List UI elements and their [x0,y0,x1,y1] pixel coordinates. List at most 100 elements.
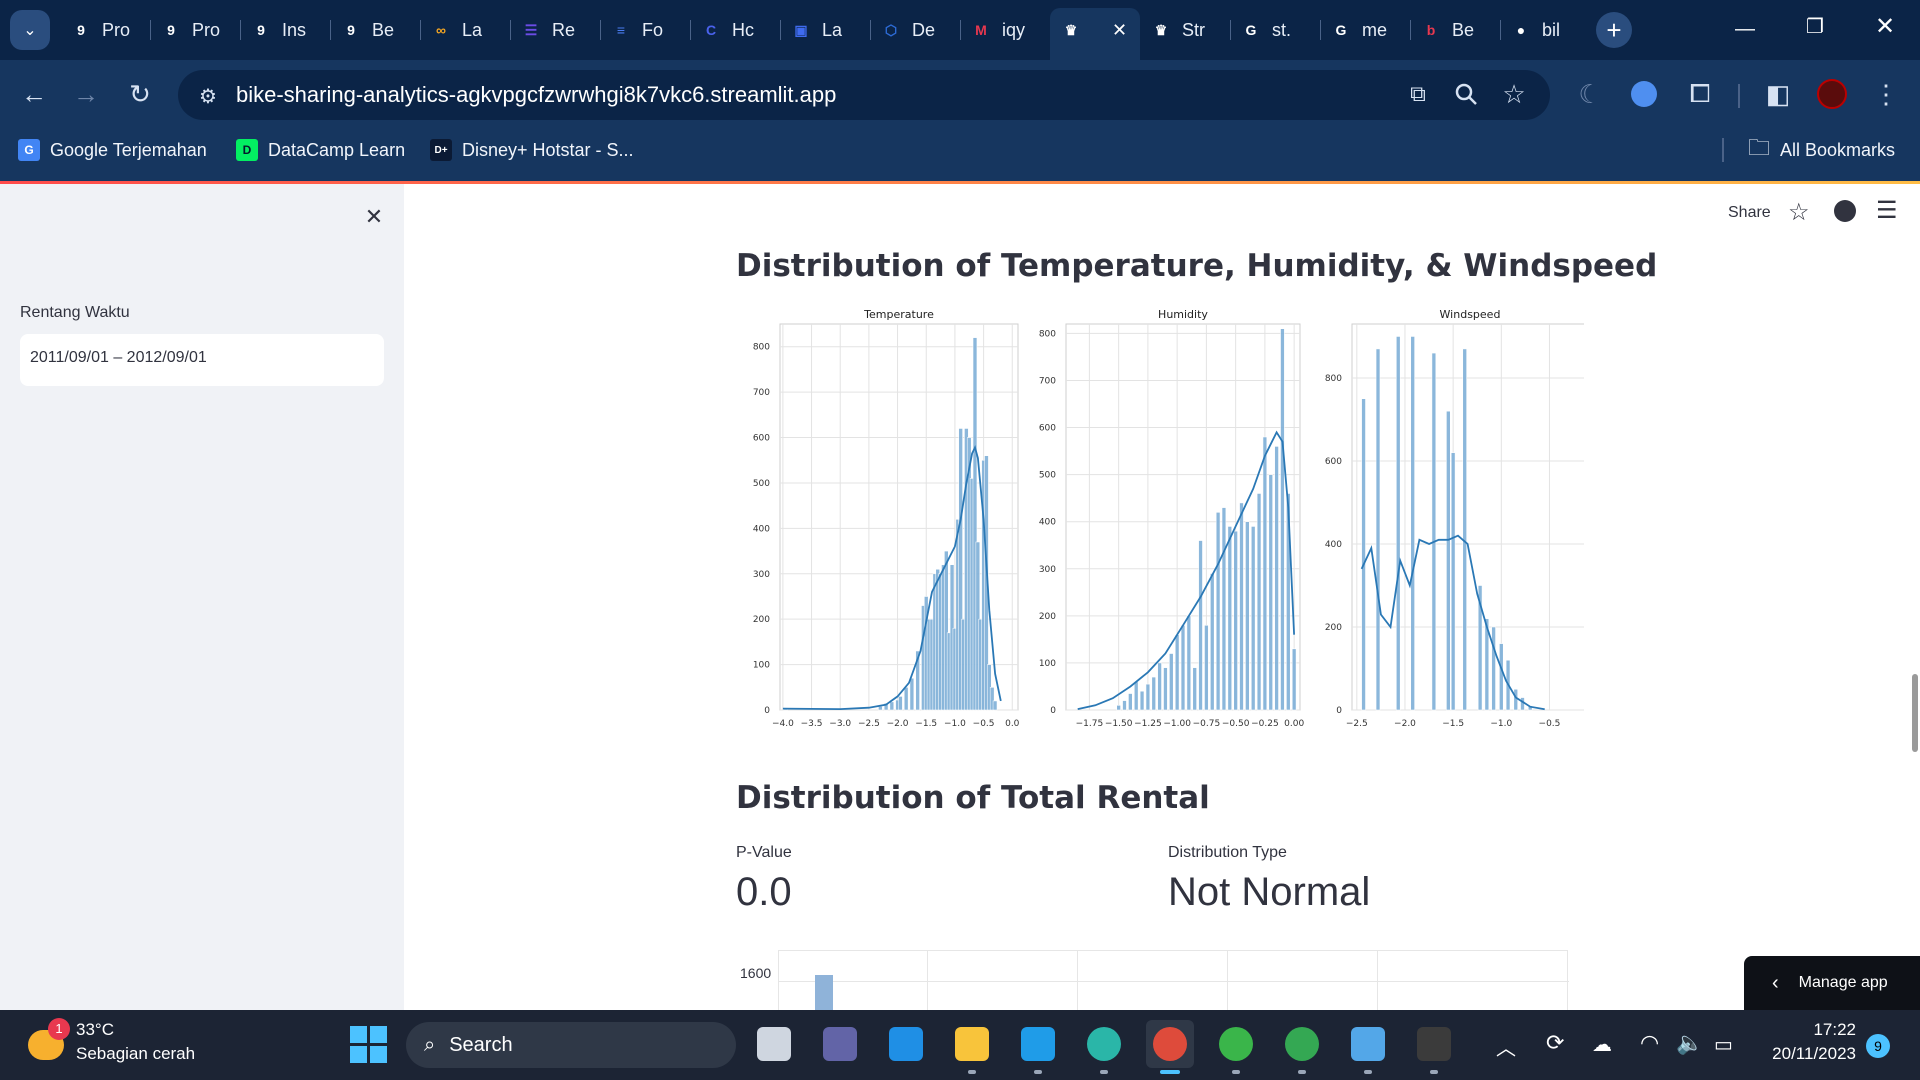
show-hidden-icons-button[interactable]: ︿ [1496,1032,1516,1061]
close-sidebar-button[interactable]: ✕ [360,204,388,232]
sync-icon[interactable]: ⟳ [1546,1030,1565,1055]
terminal-app-button[interactable] [1410,1020,1458,1068]
new-tab-button[interactable]: + [1596,12,1632,48]
side-panel-button[interactable]: ◧ [1760,76,1796,112]
back-button[interactable]: ← [16,76,52,112]
restore-button[interactable]: ❐ [1800,14,1830,44]
site-info-button[interactable]: ⚙ [190,78,226,114]
browser-tab[interactable]: ● bil [1510,10,1560,50]
wifi-icon[interactable]: ◠ [1640,1030,1660,1055]
start-button[interactable] [350,1026,388,1064]
extension-fox-button[interactable] [1626,76,1662,112]
browser-tab[interactable]: ▣ La [790,10,842,50]
y-tick-label: 400 [753,524,770,534]
bookmark-hotstar[interactable]: D+ Disney+ Hotstar - S... [430,136,634,164]
running-indicator [1364,1070,1372,1074]
vscode-app-button[interactable] [1014,1020,1062,1068]
toolbar-divider [1738,84,1740,108]
c-logo-icon: ☾ [1578,78,1602,109]
browser-menu-button[interactable]: ⋮ [1868,76,1904,112]
browser-tab[interactable]: C Hc [700,10,754,50]
y-tick-label: 300 [1039,565,1056,575]
list-icon: ☰ [524,21,538,38]
url-text[interactable]: bike-sharing-analytics-agkvpgcfzwrwhgi8k… [236,82,837,107]
tab-label: Hc [732,19,754,40]
histogram-bar [1499,643,1504,711]
extensions-button[interactable]: ⧠ [1682,76,1718,112]
running-indicator [1160,1070,1180,1074]
browser-tab[interactable]: ≡ Fo [610,10,663,50]
scrollbar-thumb[interactable] [1912,674,1918,752]
browser-tab[interactable]: b Be [1420,10,1474,50]
notepad-app-button[interactable] [1344,1020,1392,1068]
manage-app-button[interactable]: ‹ Manage app [1744,956,1920,1010]
tab-separator [960,20,961,40]
tab-label: Pro [192,19,221,40]
teams-app-button[interactable] [816,1020,864,1068]
tab-search-button[interactable]: ⌄ [10,10,50,50]
fox-icon [1631,81,1657,107]
active-tab[interactable] [1050,8,1140,60]
profile-button[interactable] [1814,76,1850,112]
browser-tab[interactable]: ♛ Str [1150,10,1205,50]
weather-widget[interactable]: 1 33°C Sebagian cerah [24,1018,224,1070]
github-button[interactable] [1834,200,1856,222]
browser-tab[interactable]: 9 Pro [70,10,130,50]
browser-tab[interactable]: 9 Ins [250,10,306,50]
x-tick-label: −1.00 [1163,719,1191,729]
close-tab-icon[interactable]: ✕ [1112,19,1128,40]
share-button[interactable]: Share [1728,204,1771,221]
hex-icon: ⬡ [884,21,898,38]
browser-tab[interactable]: 9 Be [340,10,394,50]
reload-button[interactable]: ↻ [122,76,158,112]
browser-tab[interactable]: ♛ ✕ [1060,10,1127,50]
close-window-button[interactable]: ✕ [1870,12,1900,42]
taskbar-search[interactable]: ⌕ Search [406,1022,736,1068]
onedrive-icon[interactable]: ☁ [1592,1034,1612,1056]
chrome-profile-app-button[interactable] [1278,1020,1326,1068]
forward-button[interactable]: → [68,76,104,112]
browser-tab[interactable]: ☰ Re [520,10,575,50]
histogram-bar [1291,648,1297,711]
doc-icon: ≡ [616,22,626,38]
histogram-bar [944,550,949,711]
minimize-button[interactable]: — [1730,18,1760,42]
section-title-total-rental: Distribution of Total Rental [736,780,1210,816]
l-app-button[interactable] [882,1020,930,1068]
files-app-button[interactable] [750,1020,798,1068]
github-icon: ● [1516,22,1526,38]
notification-badge[interactable]: 9 [1866,1034,1890,1058]
edge-icon [1087,1027,1121,1061]
spinner-app-button[interactable] [1212,1020,1260,1068]
volume-icon[interactable]: 🔈 [1676,1030,1704,1055]
date-range-input[interactable]: 2011/09/01 – 2012/09/01 [20,334,384,386]
histogram-bar [1395,336,1401,711]
bookmark-google-translate[interactable]: G Google Terjemahan [18,136,207,164]
address-bar[interactable] [178,70,1550,120]
clock[interactable]: 17:22 20/11/2023 [1756,1020,1856,1064]
all-bookmarks-button[interactable]: 🗀 All Bookmarks [1748,135,1895,164]
close-icon: ✕ [364,204,384,229]
extension-c-button[interactable]: ☾ [1572,76,1608,112]
g-logo-icon: 9 [257,22,265,38]
edge-app-button[interactable] [1080,1020,1128,1068]
browser-tab[interactable]: ∞ La [430,10,482,50]
battery-icon[interactable]: ▭ [1714,1034,1733,1056]
browser-tab[interactable]: ⬡ De [880,10,935,50]
app-menu-button[interactable]: ☰ [1876,196,1898,225]
histogram-bar [1450,452,1456,711]
favorite-button[interactable]: ☆ [1788,198,1810,227]
weather-badge: 1 [48,1018,70,1040]
histogram-bar [989,686,995,711]
bookmark-datacamp[interactable]: D DataCamp Learn [236,136,405,164]
install-app-button[interactable]: ⧉ [1400,76,1436,112]
running-indicator [1232,1070,1240,1074]
chrome-app-button[interactable] [1146,1020,1194,1068]
file-explorer-app-button[interactable] [948,1020,996,1068]
browser-tab[interactable]: 9 Pro [160,10,220,50]
zoom-button[interactable] [1448,76,1484,112]
bookmark-star-button[interactable]: ☆ [1496,76,1532,112]
